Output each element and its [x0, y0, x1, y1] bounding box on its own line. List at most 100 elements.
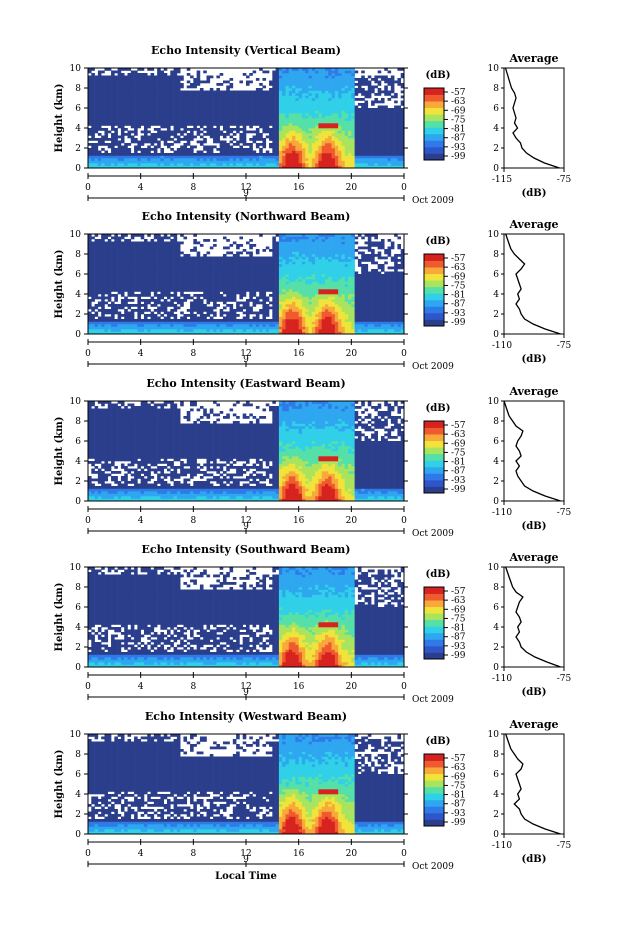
- heatmap-cell: [328, 143, 332, 146]
- heatmap-cell: [272, 105, 276, 109]
- heatmap-cell: [104, 319, 109, 322]
- heatmap-cell: [199, 304, 204, 307]
- heatmap-cell: [275, 110, 280, 114]
- heatmap-cell: [127, 135, 132, 139]
- heatmap-cell: [94, 281, 99, 285]
- heatmap-cell: [282, 165, 286, 169]
- heatmap-cell: [190, 284, 194, 287]
- heatmap-cell: [160, 78, 165, 81]
- heatmap-cell: [206, 256, 211, 260]
- heatmap-cell: [367, 145, 372, 149]
- heatmap-cell: [167, 276, 171, 280]
- heatmap-cell: [140, 93, 145, 96]
- heatmap-cell: [400, 123, 405, 126]
- heatmap-cell: [325, 115, 329, 119]
- heatmap-cell: [176, 150, 181, 154]
- heatmap-cell: [88, 249, 92, 252]
- heatmap-cell: [341, 70, 346, 74]
- heatmap-cell: [384, 68, 388, 71]
- heatmap-cell: [91, 259, 95, 262]
- heatmap-cell: [380, 155, 385, 159]
- heatmap-cell: [298, 148, 303, 151]
- heatmap-cell: [157, 113, 161, 116]
- heatmap-cell: [213, 163, 217, 166]
- heatmap-cell: [104, 249, 109, 252]
- heatmap-cell: [232, 274, 237, 277]
- heatmap-cell: [170, 259, 174, 262]
- heatmap-cell: [203, 155, 207, 159]
- heatmap-cell: [190, 163, 194, 166]
- heatmap-cell: [278, 85, 283, 89]
- heatmap-cell: [97, 271, 102, 275]
- heatmap-cell: [143, 150, 148, 154]
- heatmap-cell: [213, 93, 217, 96]
- heatmap-cell: [222, 326, 227, 330]
- heatmap-cell: [104, 153, 109, 156]
- heatmap-cell: [143, 108, 148, 111]
- heatmap-cell: [288, 118, 293, 121]
- heatmap-cell: [400, 83, 405, 86]
- heatmap-cell: [104, 68, 109, 71]
- heatmap-cell: [117, 266, 122, 270]
- heatmap-cell: [275, 125, 280, 129]
- heatmap-cell: [137, 103, 141, 106]
- heatmap-cell: [107, 311, 112, 315]
- heatmap-cell: [377, 128, 382, 131]
- heatmap-cell: [101, 311, 105, 315]
- heatmap-cell: [147, 85, 151, 89]
- heatmap-cell: [308, 70, 313, 74]
- heatmap-cell: [111, 271, 115, 275]
- heatmap-cell: [143, 98, 148, 101]
- heatmap-cell: [190, 301, 194, 305]
- heatmap-cell: [252, 138, 257, 141]
- heatmap-cell: [153, 266, 158, 270]
- heatmap-cell: [160, 93, 165, 96]
- heatmap-cell: [137, 160, 141, 164]
- heatmap-cell: [160, 125, 165, 129]
- heatmap-cell: [229, 150, 234, 154]
- heatmap-cell: [367, 113, 372, 116]
- heatmap-cell: [180, 145, 184, 149]
- heatmap-cell: [120, 98, 125, 101]
- heatmap-cell: [130, 98, 135, 101]
- heatmap-cell: [199, 115, 204, 119]
- heatmap-cell: [94, 148, 99, 151]
- heatmap-cell: [111, 135, 115, 139]
- heatmap-cell: [173, 90, 178, 94]
- heatmap-cell: [371, 145, 375, 149]
- heatmap-cell: [88, 299, 92, 302]
- heatmap-cell: [285, 93, 290, 96]
- heatmap-cell: [147, 100, 151, 104]
- heatmap-cell: [94, 115, 99, 119]
- heatmap-cell: [114, 120, 118, 124]
- heatmap-cell: [232, 269, 237, 272]
- heatmap-cell: [400, 165, 405, 169]
- heatmap-cell: [236, 321, 240, 325]
- heatmap-cell: [143, 261, 148, 265]
- heatmap-cell: [130, 324, 135, 327]
- heatmap-cell: [140, 130, 145, 134]
- heatmap-cell: [97, 254, 102, 257]
- heatmap-cell: [153, 95, 158, 99]
- heatmap-cell: [167, 93, 171, 96]
- colorbar-tick-label: -75: [451, 115, 466, 125]
- heatmap-cell: [134, 284, 138, 287]
- heatmap-cell: [140, 103, 145, 106]
- heatmap-cell: [97, 249, 102, 252]
- heatmap-cell: [344, 150, 349, 154]
- heatmap-cell: [213, 160, 217, 164]
- heatmap-cell: [114, 148, 118, 151]
- heatmap-cell: [190, 123, 194, 126]
- heatmap-cell: [325, 140, 329, 144]
- heatmap-cell: [282, 125, 286, 129]
- heatmap-cell: [127, 163, 132, 166]
- heatmap-cell: [127, 150, 132, 154]
- heatmap-cell: [232, 324, 237, 327]
- heatmap-cell: [186, 286, 191, 290]
- heatmap-cell: [213, 294, 217, 297]
- heatmap-cell: [170, 75, 174, 79]
- heatmap-cell: [209, 108, 214, 111]
- heatmap-cell: [226, 128, 230, 131]
- heatmap-cell: [199, 88, 204, 91]
- heatmap-cell: [265, 98, 270, 101]
